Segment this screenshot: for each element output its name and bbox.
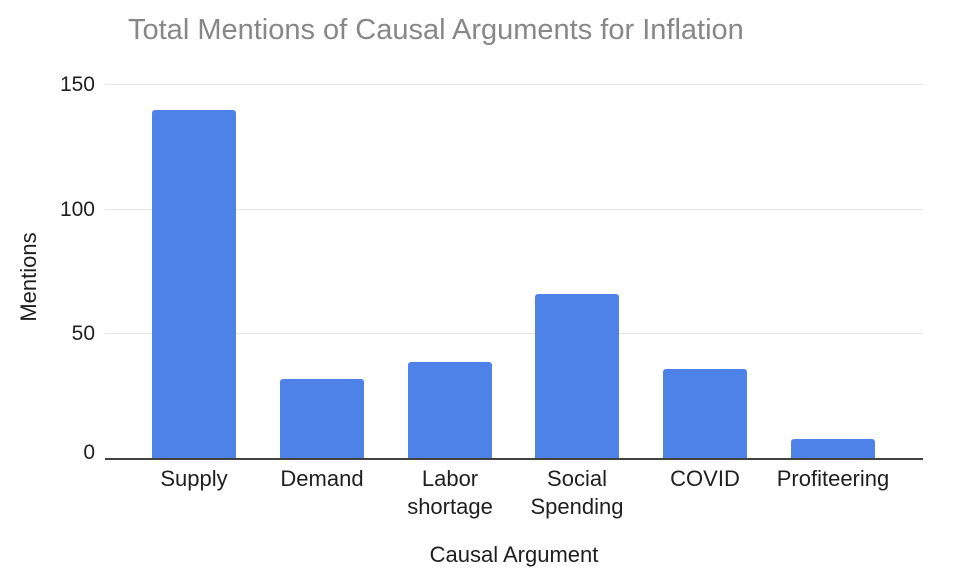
gridline (105, 208, 923, 210)
category-label: COVID (670, 466, 740, 491)
plot-area (105, 84, 923, 460)
gridline (105, 333, 923, 335)
chart-title: Total Mentions of Causal Arguments for I… (128, 14, 744, 46)
y-tick-label: 100 (59, 198, 95, 221)
bar-covid (663, 369, 747, 459)
bar-labor-shortage (408, 362, 492, 459)
bar-demand (280, 379, 364, 459)
y-tick-label: 150 (59, 73, 95, 96)
y-tick-label: 0 (83, 441, 95, 464)
category-label: Social Spending (530, 466, 624, 519)
x-axis-line (105, 458, 923, 460)
category-label: Supply (160, 466, 228, 491)
bar-social-spending (535, 294, 619, 459)
gridline (105, 84, 923, 85)
y-tick-label: 50 (71, 322, 95, 345)
bar-supply (152, 110, 236, 459)
category-label: Profiteering (776, 466, 890, 491)
category-label: Labor shortage (407, 466, 493, 519)
x-axis-label: Causal Argument (429, 542, 599, 567)
category-label: Demand (280, 466, 364, 491)
bar-profiteering (791, 439, 875, 459)
